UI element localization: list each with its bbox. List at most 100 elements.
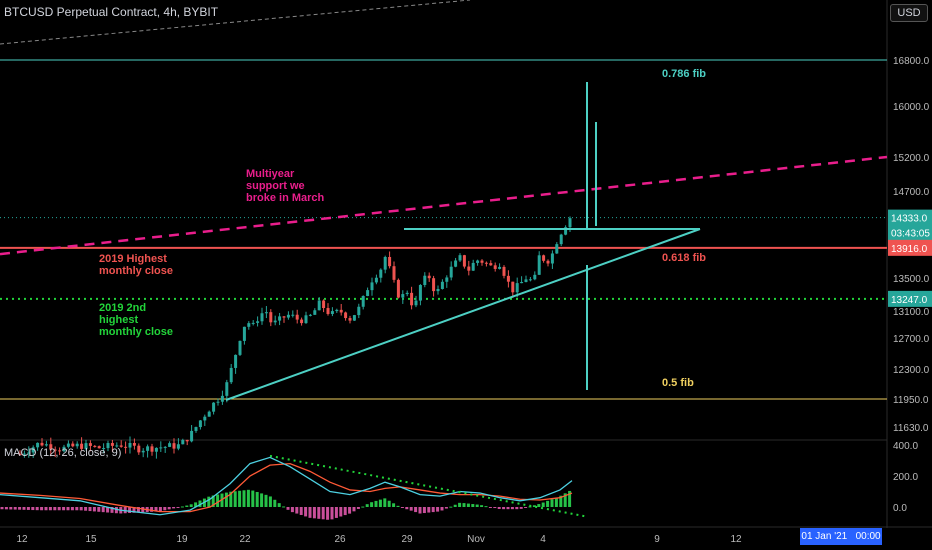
candle-body — [520, 282, 524, 284]
macd-histogram-bar — [532, 505, 536, 507]
time-tick-label: 15 — [85, 534, 97, 545]
candle-body — [194, 427, 198, 431]
candle-body — [322, 300, 326, 309]
candle-body — [533, 274, 537, 280]
trend-line-top — [0, 0, 471, 45]
candle-body — [80, 443, 84, 449]
time-tick-label: Nov — [467, 534, 485, 545]
multiyear-support-line — [0, 155, 888, 256]
candle-body — [84, 443, 88, 449]
candle-body — [454, 260, 458, 267]
macd-histogram-bar — [194, 502, 198, 507]
time-tick-label: 4 — [540, 534, 546, 545]
candle-body — [374, 277, 378, 283]
candle-body — [313, 310, 317, 315]
macd-histogram-bar — [326, 507, 330, 520]
price-tick-label: 12700.0 — [893, 334, 930, 345]
macd-histogram-bar — [449, 506, 453, 508]
candle-body — [330, 311, 334, 314]
candle-body — [458, 255, 462, 261]
candle-body — [568, 218, 572, 228]
macd-histogram-bar — [26, 507, 30, 510]
candle-body — [462, 255, 466, 267]
macd-histogram-bar — [286, 507, 290, 510]
macd-histogram-bar — [97, 507, 101, 512]
crosshair-date-badge: 01 Jan '21 00:00 — [800, 528, 882, 545]
price-badge-label: 13916.0 — [891, 244, 928, 255]
macd-histogram-bar — [282, 506, 286, 508]
price-tick-label: 13500.0 — [893, 274, 930, 285]
time-tick-label: 22 — [239, 534, 251, 545]
macd-histogram-bar — [150, 507, 154, 512]
macd-histogram-bar — [361, 506, 365, 508]
candle-body — [141, 450, 145, 453]
macd-histogram-bar — [167, 507, 171, 510]
macd-tick-label: 0.0 — [893, 503, 907, 514]
candle-body — [559, 234, 563, 245]
candle-body — [154, 447, 158, 452]
macd-histogram-bar — [506, 507, 510, 510]
macd-histogram-bar — [158, 507, 162, 512]
macd-histogram-bar — [110, 507, 114, 513]
macd-histogram-bar — [106, 507, 110, 513]
macd-histogram-bar — [0, 507, 4, 510]
crosshair-time: 00:00 — [855, 531, 881, 542]
macd-histogram-bar — [62, 507, 66, 511]
macd-histogram-bar — [409, 507, 413, 511]
candle-body — [528, 279, 532, 281]
macd-histogram-bar — [422, 507, 426, 514]
candle-body — [168, 443, 172, 447]
macd-histogram-bar — [180, 506, 184, 508]
macd-histogram-bar — [48, 507, 52, 511]
candle-body — [300, 319, 304, 324]
macd-histogram-bar — [541, 502, 545, 507]
macd-histogram-bar — [238, 490, 242, 507]
macd-histogram-bar — [255, 491, 259, 507]
note-line: 2019 Highest — [99, 253, 167, 265]
candle-body — [159, 447, 163, 449]
candle-body — [418, 284, 422, 301]
macd-histogram-bar — [480, 505, 484, 507]
candle-body — [216, 401, 220, 403]
macd-histogram-bar — [189, 504, 193, 507]
candle-body — [71, 443, 75, 447]
candle-body — [445, 277, 449, 282]
macd-histogram-bar — [356, 507, 360, 509]
candle-body — [251, 322, 255, 324]
macd-histogram-bar — [365, 504, 369, 507]
candle-body — [383, 256, 387, 270]
macd-histogram-bar — [31, 507, 35, 511]
candle-body — [128, 442, 132, 448]
macd-histogram-bar — [312, 507, 316, 519]
currency-button[interactable]: USD — [890, 4, 928, 22]
candle-body — [97, 446, 101, 449]
chart-title: BTCUSD Perpetual Contract, 4h, BYBIT — [4, 5, 219, 19]
macd-histogram-bar — [154, 507, 158, 512]
candle-body — [185, 439, 189, 442]
macd-histogram-bar — [427, 507, 431, 513]
candle-body — [427, 275, 431, 279]
candle-body — [36, 442, 40, 448]
candle-body — [366, 290, 370, 296]
macd-histogram-bar — [198, 500, 202, 507]
macd-histogram-bar — [436, 507, 440, 512]
macd-indicator-label[interactable]: MACD (12, 26, close, 9) — [4, 447, 122, 459]
candle-body — [339, 309, 343, 313]
macd-histogram-bar — [554, 497, 558, 507]
macd-histogram-bar — [488, 507, 492, 508]
macd-histogram-bar — [462, 503, 466, 507]
price-tick-label: 16800.0 — [893, 56, 930, 67]
time-tick-label: 12 — [16, 534, 28, 545]
macd-histogram-bar — [497, 507, 501, 509]
macd-histogram-bar — [458, 502, 462, 507]
candle-body — [220, 395, 224, 402]
candle-body — [256, 321, 260, 323]
candle-body — [401, 294, 405, 298]
macd-histogram-bar — [502, 507, 506, 510]
macd-histogram-bar — [53, 507, 57, 511]
candle-body — [124, 446, 128, 448]
second-highest-2019-note: 2019 2nd highest monthly close — [99, 302, 173, 338]
macd-histogram-bar — [101, 507, 105, 513]
macd-histogram-bar — [268, 496, 272, 507]
